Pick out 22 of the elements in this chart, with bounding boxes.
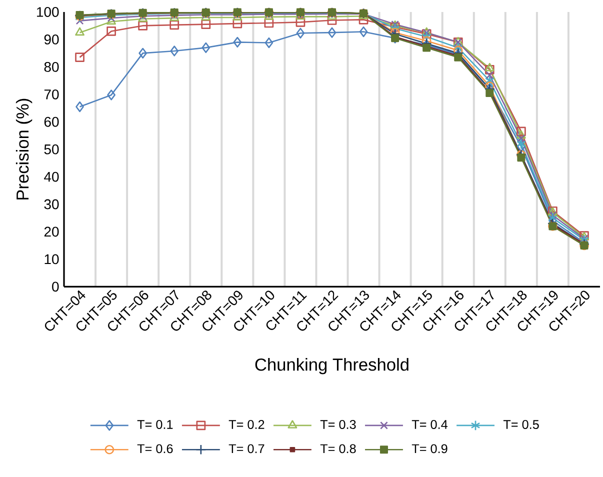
y-axis-title: Precision (%) xyxy=(16,98,32,200)
legend-label: T= 0.5 xyxy=(503,420,539,429)
y-tick-label: 50 xyxy=(44,144,59,154)
legend-label: T= 0.4 xyxy=(412,420,448,429)
y-tick-label: 100 xyxy=(37,7,59,17)
legend-label: T= 0.1 xyxy=(137,420,173,429)
legend-label: T= 0.2 xyxy=(228,420,264,429)
y-tick-label: 70 xyxy=(44,89,59,100)
y-tick-label: 30 xyxy=(44,199,59,210)
x-axis-title: Chunking Threshold xyxy=(255,358,408,374)
legend-label: T= 0.6 xyxy=(137,444,173,454)
legend-label: T= 0.3 xyxy=(320,420,356,429)
legend-label: T= 0.7 xyxy=(228,444,264,454)
y-tick-label: 90 xyxy=(44,34,59,44)
y-tick-label: 40 xyxy=(44,172,59,182)
legend-label: T= 0.8 xyxy=(320,444,356,454)
y-tick-label: 80 xyxy=(44,62,59,72)
legend-label: T= 0.9 xyxy=(412,444,448,454)
y-tick-label: 10 xyxy=(44,254,59,264)
y-tick-label: 20 xyxy=(44,226,59,237)
y-tick-label: 60 xyxy=(44,116,59,127)
y-tick-label: 0 xyxy=(52,282,59,292)
